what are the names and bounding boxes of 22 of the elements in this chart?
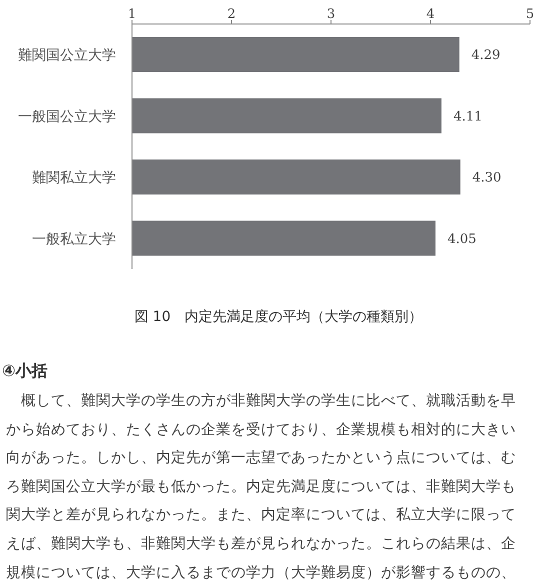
- y-tick-label: 難関私立大学: [32, 170, 116, 186]
- text: 関大学と差が見られなかった。また、内定率については、私立大学に限って: [6, 506, 516, 526]
- data-label: 4.05: [447, 232, 476, 247]
- text: ろ難関国公立大学が最も低かった。内定先満足度については、非難関大学も: [6, 478, 516, 497]
- text: 図 10 内定先満足度の平均（大学の種類別）: [134, 309, 423, 325]
- x-tick-label: 5: [526, 7, 534, 22]
- data-label: 4.29: [471, 48, 500, 64]
- text: えば、難関大学も、非難関大学も差が見られなかった。これらの結果は、企: [6, 535, 516, 554]
- x-tick-label: 1: [128, 7, 136, 22]
- text: 向があった。しかし、内定先が第一志望であったかという点については、む: [6, 448, 516, 468]
- y-tick-label: 難関国公立大学: [18, 48, 116, 64]
- x-tick-label: 2: [227, 7, 236, 22]
- x-tick-label: 3: [326, 7, 336, 22]
- text: 概して、難関大学の学生の方が非難関大学の学生に比べて、就職活動を早: [20, 392, 516, 411]
- y-tick-label: 一般国公立大学: [18, 108, 116, 125]
- y-tick-label: 一般私立大学: [32, 231, 116, 248]
- data-label: 4.30: [472, 170, 502, 186]
- text: ④小括: [2, 361, 48, 382]
- text: 規模については、大学に入るまでの学力（大学難易度）が影響するものの、: [6, 564, 516, 583]
- x-tick-label: 4: [426, 7, 435, 22]
- data-label: 4.11: [453, 109, 482, 124]
- text: から始めており、たくさんの企業を受けており、企業規模も相対的に大きい: [6, 420, 516, 440]
